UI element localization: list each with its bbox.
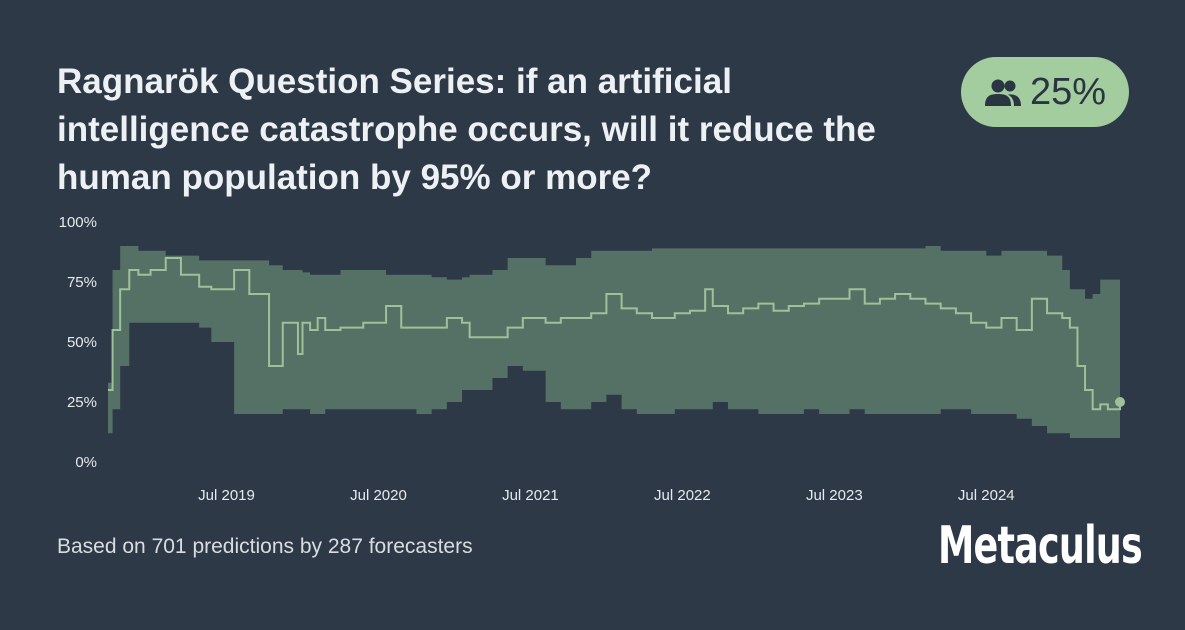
plot-area	[108, 246, 1125, 438]
users-icon	[984, 79, 1021, 106]
y-tick-label: 0%	[75, 454, 97, 471]
y-axis: 100% 75% 50% 25% 0%	[59, 214, 97, 471]
y-tick-label: 50%	[67, 334, 97, 351]
x-tick-label: Jul 2019	[198, 487, 255, 504]
x-tick-label: Jul 2023	[806, 487, 863, 504]
forecast-summary: Based on 701 predictions by 287 forecast…	[57, 535, 473, 558]
community-prediction-badge: 25%	[961, 57, 1129, 127]
question-title: Ragnarök Question Series: if an artifici…	[57, 62, 876, 197]
badge-value: 25%	[1029, 70, 1107, 113]
y-tick-label: 100%	[59, 214, 97, 231]
x-axis: Jul 2019 Jul 2020 Jul 2021 Jul 2022 Jul 2023…	[198, 487, 1014, 504]
y-tick-label: 75%	[67, 274, 97, 291]
x-tick-label: Jul 2021	[502, 487, 559, 504]
prediction-chart: 100% 75% 50% 25% 0% Jul 2019 Jul 2020 Jul 2021…	[59, 214, 1125, 504]
metaculus-logo: Metaculus	[938, 516, 1143, 576]
current-value-point	[1115, 397, 1125, 407]
y-tick-label: 25%	[67, 394, 97, 411]
x-tick-label: Jul 2020	[350, 487, 407, 504]
median-line	[108, 257, 1121, 411]
x-tick-label: Jul 2022	[654, 487, 711, 504]
confidence-band	[108, 246, 1120, 438]
x-tick-label: Jul 2024	[958, 487, 1015, 504]
